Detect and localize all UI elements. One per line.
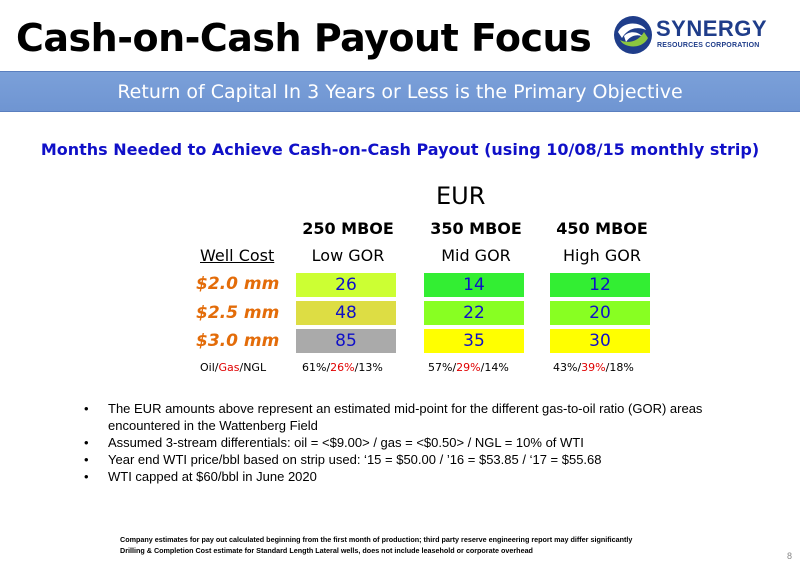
list-item: • WTI capped at $60/bbl in June 2020 [84, 468, 724, 485]
col-gor-3: High GOR [563, 246, 641, 265]
mix-ngl: /18% [605, 361, 634, 374]
footnote-line: Drilling & Completion Cost estimate for … [120, 546, 533, 555]
footnote-line: Company estimates for pay out calculated… [120, 535, 633, 544]
mix-value-1: 61%/26%/13% [302, 361, 383, 374]
payout-cell: 20 [550, 301, 650, 325]
col-eur-1: 250 MBOE [302, 219, 394, 238]
col-eur-2: 350 MBOE [430, 219, 522, 238]
row-label-2-0: $2.0 mm [196, 274, 280, 294]
mix-ngl: /13% [354, 361, 383, 374]
row-label-2-5: $2.5 mm [196, 303, 280, 323]
mix-label: Oil/Gas/NGL [200, 361, 266, 374]
objective-banner: Return of Capital In 3 Years or Less is … [0, 71, 800, 112]
synergy-logo-icon [614, 16, 652, 54]
mix-label-ngl: /NGL [239, 361, 267, 374]
bullet-icon: • [84, 435, 89, 450]
page-number: 8 [786, 551, 792, 561]
table-subtitle: Months Needed to Achieve Cash-on-Cash Pa… [40, 140, 760, 159]
payout-cell: 35 [424, 329, 524, 353]
payout-cell: 85 [296, 329, 396, 353]
bullet-text: The EUR amounts above represent an estim… [108, 401, 703, 433]
mix-oil: 61%/ [302, 361, 331, 374]
col-eur-3: 450 MBOE [556, 219, 648, 238]
footnotes: Company estimates for pay out calculated… [120, 534, 632, 556]
payout-cell: 26 [296, 273, 396, 297]
well-cost-header: Well Cost [200, 246, 275, 265]
mix-oil: 43%/ [553, 361, 582, 374]
bullet-icon: • [84, 469, 89, 484]
payout-cell: 14 [424, 273, 524, 297]
payout-cell: 12 [550, 273, 650, 297]
logo-subtitle: RESOURCES CORPORATION [657, 42, 760, 49]
payout-cell: 30 [550, 329, 650, 353]
banner-text: Return of Capital In 3 Years or Less is … [117, 81, 683, 103]
payout-cell: 22 [424, 301, 524, 325]
col-gor-2: Mid GOR [441, 246, 511, 265]
company-logo: SYNERGY RESOURCES CORPORATION [612, 10, 772, 60]
bullet-text: Year end WTI price/bbl based on strip us… [108, 452, 602, 467]
mix-value-3: 43%/39%/18% [553, 361, 634, 374]
mix-value-2: 57%/29%/14% [428, 361, 509, 374]
mix-oil: 57%/ [428, 361, 457, 374]
mix-label-oil: Oil/ [200, 361, 219, 374]
list-item: • The EUR amounts above represent an esti… [84, 400, 724, 434]
eur-label: EUR [436, 182, 486, 210]
bullet-text: WTI capped at $60/bbl in June 2020 [108, 469, 317, 484]
mix-ngl: /14% [480, 361, 509, 374]
mix-label-gas: Gas [218, 361, 240, 374]
logo-wordmark: SYNERGY [656, 16, 768, 41]
assumptions-list: • The EUR amounts above represent an esti… [84, 400, 724, 485]
mix-gas: 29% [456, 361, 481, 374]
bullet-icon: • [84, 452, 89, 467]
col-gor-1: Low GOR [311, 246, 385, 265]
list-item: • Year end WTI price/bbl based on strip u… [84, 451, 724, 468]
payout-cell: 48 [296, 301, 396, 325]
bullet-text: Assumed 3-stream differentials: oil = <$… [108, 435, 584, 450]
mix-gas: 26% [330, 361, 355, 374]
row-label-3-0: $3.0 mm [196, 331, 280, 351]
mix-gas: 39% [581, 361, 606, 374]
bullet-icon: • [84, 401, 89, 416]
list-item: • Assumed 3-stream differentials: oil = <… [84, 434, 724, 451]
page-title: Cash-on-Cash Payout Focus [16, 16, 592, 60]
